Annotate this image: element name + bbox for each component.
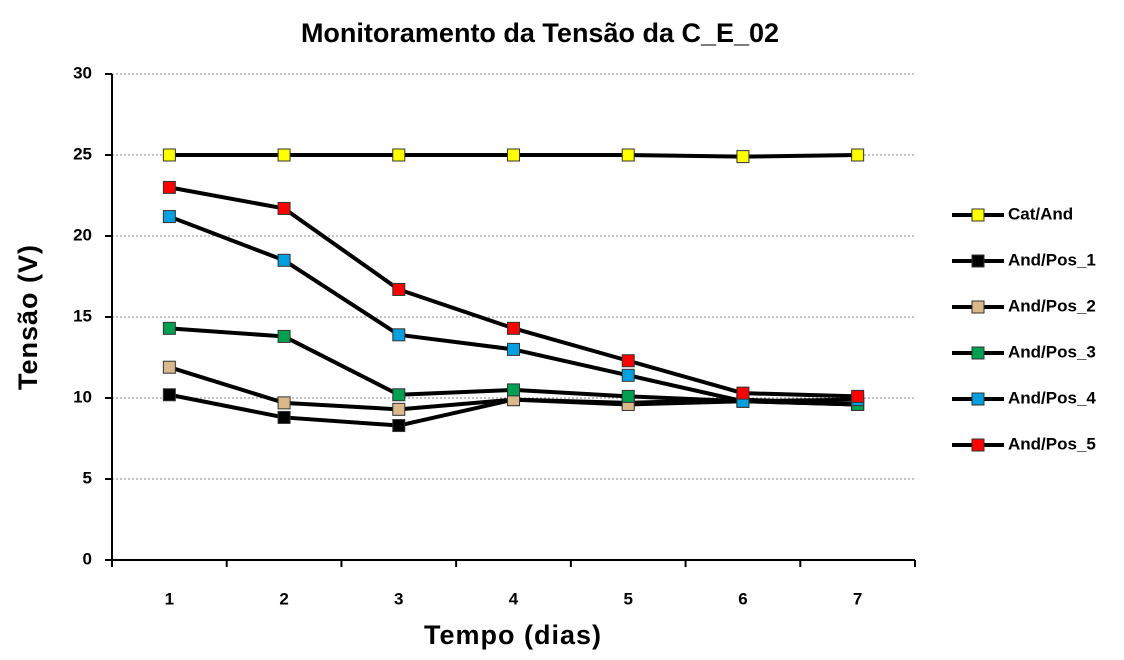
legend-marker <box>971 300 985 314</box>
legend-marker <box>971 438 985 452</box>
y-axis-label: Tensão (V) <box>13 244 43 390</box>
marker <box>507 148 520 162</box>
marker <box>736 150 750 164</box>
marker <box>621 368 635 382</box>
marker <box>162 360 176 374</box>
marker <box>162 180 176 194</box>
legend-label: Cat/And <box>1008 204 1073 223</box>
marker <box>277 396 291 410</box>
x-tick-label: 6 <box>738 589 747 608</box>
marker <box>851 389 865 403</box>
legend-marker <box>971 392 985 406</box>
x-tick-label: 1 <box>165 589 174 608</box>
marker <box>621 354 635 368</box>
marker <box>392 388 406 402</box>
series-line <box>168 214 858 404</box>
legend-marker <box>971 208 985 222</box>
y-tick-label: 15 <box>73 306 92 325</box>
legend-label: And/Pos_5 <box>1008 434 1096 453</box>
y-tick-label: 30 <box>73 63 92 82</box>
y-tick-label: 25 <box>73 144 92 163</box>
x-tick-label: 7 <box>853 589 862 608</box>
marker <box>277 148 291 162</box>
marker <box>851 148 865 162</box>
x-axis-label: Tempo (dias) <box>424 620 602 650</box>
x-tick-label: 4 <box>509 589 519 608</box>
y-tick-label: 5 <box>83 468 92 487</box>
legend-label: And/Pos_2 <box>1008 296 1096 315</box>
y-tick-label: 10 <box>73 387 92 406</box>
marker <box>277 253 291 267</box>
legend-label: And/Pos_3 <box>1008 342 1096 361</box>
x-tick-label: 5 <box>623 589 632 608</box>
legend-marker <box>971 254 985 268</box>
legend-label: And/Pos_4 <box>1008 388 1096 407</box>
marker <box>277 201 291 215</box>
marker <box>392 419 406 433</box>
marker <box>392 148 406 162</box>
legend-marker <box>971 346 985 360</box>
marker <box>162 388 176 402</box>
marker <box>392 282 406 296</box>
x-tick-label: 3 <box>394 589 403 608</box>
chart-title: Monitoramento da Tensão da C_E_02 <box>301 18 779 48</box>
y-tick-label: 0 <box>83 549 92 568</box>
marker <box>621 148 635 162</box>
marker <box>621 389 635 403</box>
marker <box>277 329 291 343</box>
marker <box>392 328 406 342</box>
marker <box>162 148 176 162</box>
marker <box>507 342 520 356</box>
marker <box>507 321 520 335</box>
marker <box>507 383 520 397</box>
marker <box>162 321 176 335</box>
marker <box>277 410 291 424</box>
marker <box>162 210 176 224</box>
marker <box>392 402 406 416</box>
y-tick-label: 20 <box>73 225 92 244</box>
marker <box>736 386 750 400</box>
legend-label: And/Pos_1 <box>1008 250 1096 269</box>
series-line <box>168 185 858 399</box>
x-tick-label: 2 <box>279 589 288 608</box>
